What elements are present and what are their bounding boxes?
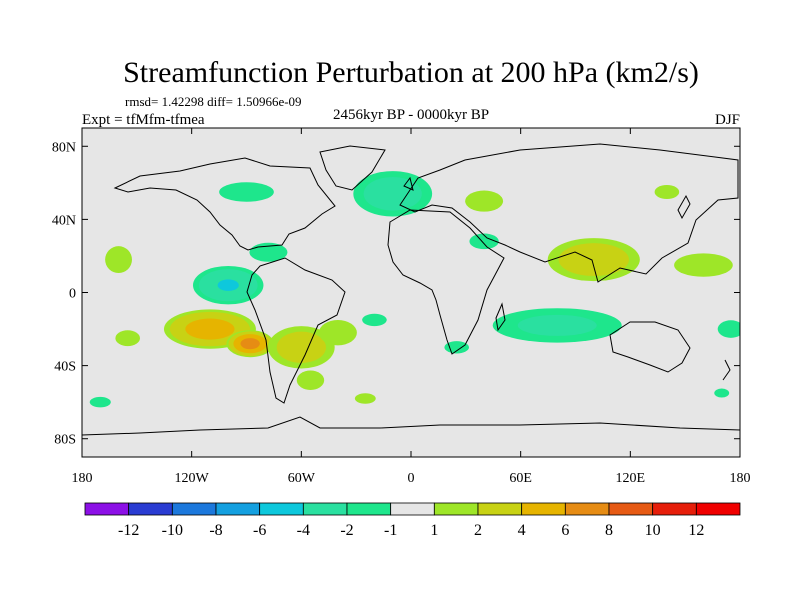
y-tick-label-2: 0 (69, 287, 76, 302)
anomaly-8-level-1 (354, 393, 376, 404)
colorbar-box-7 (390, 502, 435, 516)
anomaly-21-level-1 (717, 320, 740, 338)
anomaly-10-level-1 (89, 396, 111, 408)
coast-madagascar (495, 302, 506, 332)
coast-greenland (319, 145, 386, 191)
colorbar-box-10 (521, 502, 566, 516)
coast-eurasia (399, 143, 739, 283)
anomaly-18-level-2 (517, 314, 597, 336)
colorbar-box-9 (477, 502, 523, 516)
anomaly-4-level-6 (240, 338, 260, 350)
season-label: DJF (715, 112, 740, 128)
anomaly-3-level-4 (185, 318, 235, 340)
map-plot (81, 127, 741, 458)
colorbar-box-12 (608, 502, 654, 516)
anomaly-1-level-4 (217, 279, 239, 291)
anomaly-14-level-1 (469, 233, 499, 250)
colorbar-box-13 (652, 502, 697, 516)
coast-japan (677, 194, 691, 220)
axis-ticks: 180 120W 60W 0 60E 120E 180 80N 40N 0 40S 80S (52, 128, 751, 486)
expt-label: Expt = tfMfm-tfmea (82, 112, 205, 128)
x-tick-label-3: 0 (408, 471, 415, 486)
anomaly-16-level-2 (558, 243, 629, 277)
colorbar-label-11: 8 (605, 522, 613, 539)
coast-new-zealand (722, 359, 731, 381)
anomaly-12-level-2 (363, 177, 422, 211)
coast-antarctica (82, 416, 740, 436)
anomaly-17-level-1 (674, 253, 733, 277)
x-tick-label-0: 180 (72, 471, 93, 486)
y-tick-label-4: 80S (54, 433, 76, 448)
anomaly-6-level-1 (318, 320, 357, 346)
coast-australia (609, 321, 691, 373)
coast-south-america (246, 257, 346, 404)
colorbar-label-13: 12 (688, 522, 704, 539)
colorbar-box-2 (171, 502, 217, 516)
x-tick-label-1: 120W (175, 471, 210, 486)
anomaly-9-level-1 (115, 330, 140, 347)
x-tick-label-2: 60W (288, 471, 316, 486)
colorbar-label-8: 2 (474, 522, 482, 539)
coast-africa (387, 209, 505, 355)
colorbar-label-10: 6 (561, 522, 569, 539)
colorbar-label-2: -8 (209, 522, 222, 539)
x-tick-label-4: 60E (509, 471, 532, 486)
colorbar-box-6 (346, 502, 392, 516)
colorbar-label-3: -6 (253, 522, 266, 539)
colorbar-box-5 (302, 502, 348, 516)
anomaly-15-level-1 (654, 184, 680, 199)
anomaly-0-level-1 (105, 246, 132, 274)
chart-title: Streamfunction Perturbation at 200 hPa (… (123, 56, 699, 89)
y-tick-label-0: 80N (52, 140, 76, 155)
anomaly-11-level-1 (219, 182, 274, 202)
colorbar-box-11 (564, 502, 610, 516)
colorbar-box-3 (215, 502, 261, 516)
colorbar-label-5: -2 (340, 522, 353, 539)
anomaly-fields (89, 171, 740, 408)
colorbar-box-0 (84, 502, 130, 516)
colorbar-label-0: -12 (118, 522, 139, 539)
anomaly-13-level-1 (465, 190, 504, 212)
anomaly-2-level-1 (249, 242, 288, 262)
coastlines (82, 143, 740, 436)
colorbar-label-12: 10 (645, 522, 661, 539)
coast-north-america (113, 157, 336, 251)
x-tick-label-5: 120E (616, 471, 646, 486)
colorbar: -12 -10 -8 -6 -4 -2 -1 1 2 4 6 8 10 12 (84, 502, 741, 539)
anomaly-5-level-2 (276, 331, 326, 364)
colorbar-box-8 (433, 502, 479, 516)
y-tick-label-1: 40N (52, 213, 76, 228)
colorbar-box-4 (259, 502, 304, 516)
period-label: 2456kyr BP - 0000kyr BP (333, 107, 489, 123)
colorbar-box-14 (695, 502, 741, 516)
colorbar-box-1 (128, 502, 173, 516)
anomaly-19-level-1 (362, 313, 387, 327)
y-tick-label-3: 40S (54, 360, 76, 375)
stats-label: rmsd= 1.42298 diff= 1.50966e-09 (125, 94, 302, 109)
anomaly-22-level-1 (714, 388, 730, 398)
x-tick-label-6: 180 (730, 471, 751, 486)
colorbar-label-9: 4 (518, 522, 526, 539)
colorbar-label-6: -1 (384, 522, 397, 539)
colorbar-label-4: -4 (297, 522, 310, 539)
anomaly-7-level-1 (296, 370, 325, 391)
coast-uk (403, 176, 414, 191)
colorbar-label-7: 1 (430, 522, 438, 539)
colorbar-label-1: -10 (162, 522, 183, 539)
